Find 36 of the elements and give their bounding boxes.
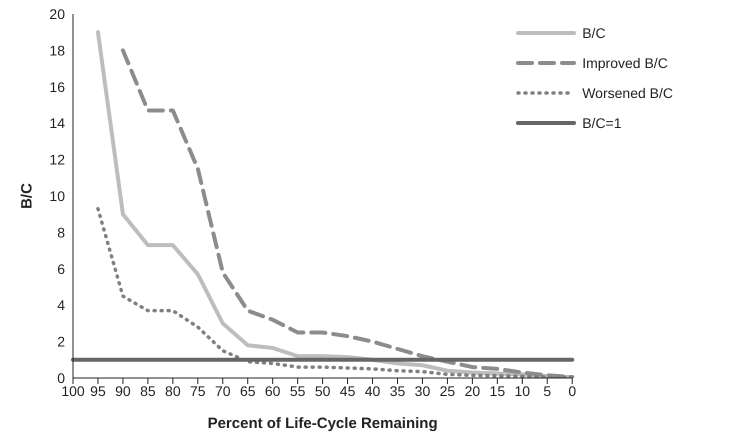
y-tick-label: 12 [49, 152, 66, 168]
x-tick-label: 30 [414, 382, 430, 399]
x-tick-label: 80 [165, 382, 181, 399]
x-tick-label: 65 [240, 382, 256, 399]
x-tick-label: 5 [543, 382, 552, 399]
y-tick-label: 4 [57, 297, 66, 314]
x-tick-label: 70 [214, 382, 231, 399]
y-tick-label: 18 [49, 42, 66, 58]
x-tick-label: 25 [440, 382, 456, 399]
y-axis-title: B/C [18, 182, 36, 209]
y-tick-label: 20 [49, 6, 66, 22]
x-tick-label: 20 [464, 382, 480, 399]
y-tick-label: 8 [57, 224, 66, 240]
x-tick-label: 75 [190, 382, 206, 399]
y-tick-label: 10 [49, 188, 66, 204]
x-tick-label: 40 [364, 382, 381, 399]
x-tick-label: 15 [490, 382, 506, 399]
x-tick-label: 45 [340, 382, 356, 399]
legend-label: B/C [582, 25, 606, 41]
y-tick-label: 16 [49, 78, 66, 95]
y-tick-label: 6 [57, 260, 66, 277]
x-tick-label: 90 [115, 382, 131, 399]
legend-label: Worsened B/C [582, 85, 673, 101]
legend-label: Improved B/C [582, 55, 668, 71]
x-tick-label: 35 [390, 382, 406, 399]
x-tick-label: 95 [90, 382, 106, 399]
x-tick-label: 85 [140, 382, 156, 399]
y-tick-label: 2 [57, 334, 66, 350]
x-tick-label: 0 [568, 382, 576, 399]
x-tick-label: 50 [314, 382, 331, 399]
y-tick-label: 14 [49, 115, 66, 132]
x-axis-title: Percent of Life-Cycle Remaining [208, 415, 438, 432]
x-tick-label: 55 [290, 382, 306, 399]
x-tick-label: 60 [264, 382, 281, 399]
x-tick-label: 10 [514, 382, 530, 399]
legend-label: B/C=1 [582, 115, 622, 131]
